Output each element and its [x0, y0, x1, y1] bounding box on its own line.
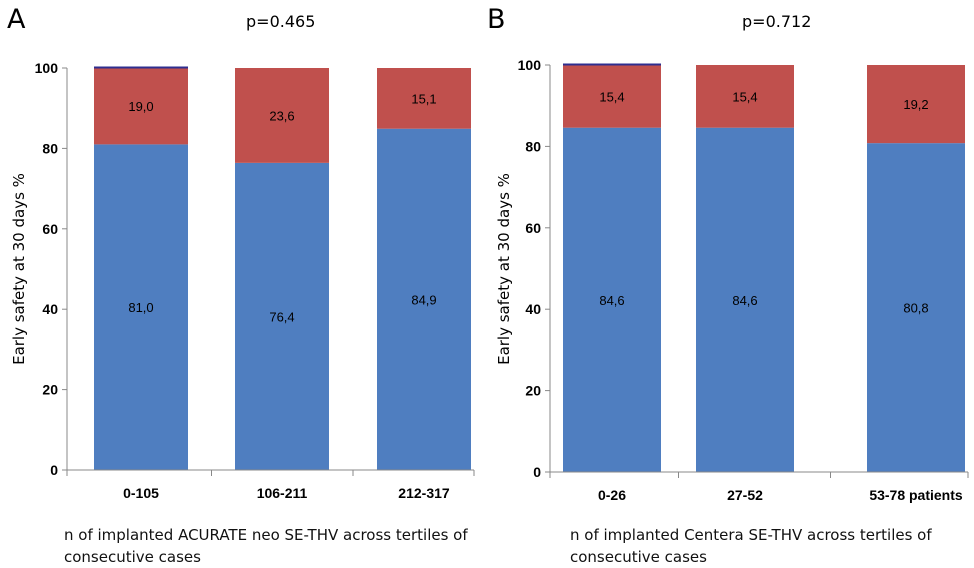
data-label: 84,9	[411, 292, 436, 307]
x-tick-label: 0-26	[598, 487, 626, 503]
bar-segment-lower	[563, 127, 661, 472]
data-label: 19,0	[128, 99, 153, 114]
bar-segment-upper	[94, 68, 188, 145]
data-label: 84,6	[732, 293, 757, 308]
y-tick-label: 60	[525, 220, 541, 236]
x-tick-label: 0-105	[123, 485, 159, 501]
data-label: 80,8	[903, 301, 928, 316]
data-label: 19,2	[903, 97, 928, 112]
y-tick-label: 20	[525, 383, 541, 399]
data-label: 15,1	[411, 91, 436, 106]
y-tick-label: 20	[42, 382, 58, 398]
chart-panel-a: A p=0.465 81,0 19,0 76,4 23,6 84,9 15,1 0 20 40 6…	[7, 4, 475, 566]
data-label: 15,4	[732, 89, 757, 104]
x-tick-label: 53-78 patients	[869, 487, 963, 503]
chart-panel-b: B p=0.712 84,6 15,4 84,6 15,4 80,8 19,2 0 20 40 6…	[487, 0, 974, 568]
p-value: p=0.465	[246, 12, 316, 31]
x-tick-label: 212-317	[398, 485, 450, 501]
p-value: p=0.712	[742, 12, 812, 31]
y-tick-label: 0	[50, 462, 58, 478]
panel-label: B	[487, 4, 506, 35]
y-tick-label: 60	[42, 221, 58, 237]
chart-plot-b: 84,6 15,4 84,6 15,4 80,8 19,2 0 20 40 60 80 100 0-26…	[495, 57, 969, 503]
y-tick-label: 100	[518, 57, 542, 73]
y-tick-label: 100	[35, 60, 59, 76]
data-label: 15,4	[599, 89, 624, 104]
bar-segment-upper	[696, 65, 794, 128]
bar-segment-upper	[563, 65, 661, 128]
y-tick-label: 0	[533, 464, 541, 480]
data-label: 84,6	[599, 293, 624, 308]
bar-segment-upper	[235, 68, 329, 163]
y-tick-label: 40	[42, 301, 58, 317]
data-label: 23,6	[269, 108, 294, 123]
chart-plot-a: 81,0 19,0 76,4 23,6 84,9 15,1 0 20 40 60 80 100 0-10…	[10, 60, 475, 501]
x-tick-label: 106-211	[257, 485, 308, 501]
y-axis-title: Early safety at 30 days %	[495, 173, 513, 365]
y-axis-title: Early safety at 30 days %	[10, 173, 28, 365]
y-tick-label: 80	[525, 138, 541, 154]
x-axis-title: n of implanted Centera SE-THV across ter…	[570, 526, 932, 566]
y-tick-label: 80	[42, 140, 58, 156]
bar-segment-upper	[377, 68, 471, 129]
bar-segment-lower	[377, 128, 471, 470]
bar-segment-upper	[867, 65, 965, 144]
data-label: 81,0	[128, 300, 153, 315]
bar-segment-lower	[696, 127, 794, 472]
bar-segment-lower	[94, 144, 188, 470]
bar-segment-lower	[235, 162, 329, 470]
data-label: 76,4	[269, 309, 294, 324]
y-tick-label: 40	[525, 301, 541, 317]
bar-segment-lower	[867, 143, 965, 473]
x-axis-title: n of implanted ACURATE neo SE-THV across…	[64, 526, 468, 566]
x-tick-label: 27-52	[727, 487, 763, 503]
panel-label: A	[7, 4, 26, 35]
